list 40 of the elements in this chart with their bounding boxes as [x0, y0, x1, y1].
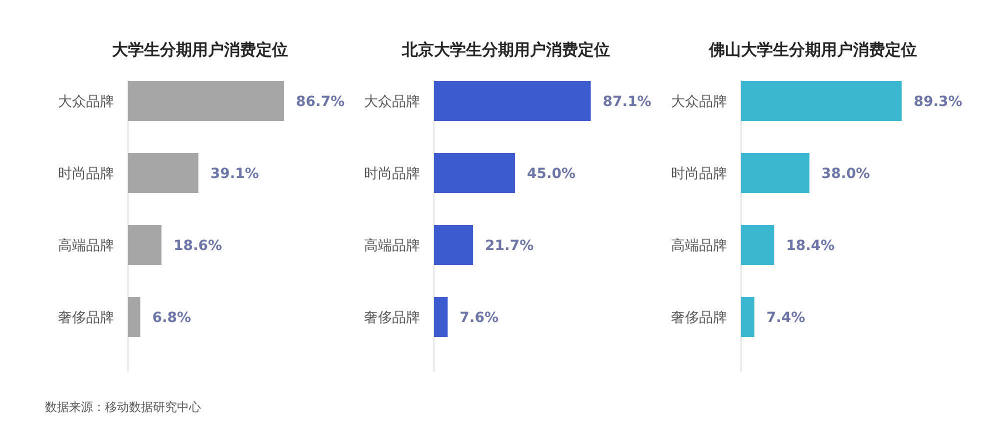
data-label: 7.6% [460, 310, 499, 326]
bar [434, 81, 591, 121]
bar [434, 153, 515, 193]
bar [128, 225, 162, 265]
chart-title: 北京大学生分期用户消费定位 [401, 40, 610, 59]
bar [741, 153, 810, 193]
y-tick-label: 时尚品牌 [58, 166, 114, 182]
data-label: 38.0% [821, 166, 870, 182]
y-tick-label: 时尚品牌 [364, 166, 420, 182]
y-tick-label: 高端品牌 [671, 238, 727, 254]
bar [434, 225, 474, 265]
y-tick-label: 时尚品牌 [671, 166, 727, 182]
bar [128, 297, 140, 337]
y-tick-label: 大众品牌 [58, 94, 114, 110]
chart-title: 大学生分期用户消费定位 [112, 40, 288, 59]
y-tick-label: 奢侈品牌 [671, 310, 727, 326]
data-label: 45.0% [527, 166, 576, 182]
y-tick-label: 奢侈品牌 [58, 310, 114, 326]
y-tick-label: 大众品牌 [671, 94, 727, 110]
data-label: 18.4% [786, 238, 835, 254]
bar [741, 225, 774, 265]
y-tick-label: 奢侈品牌 [364, 310, 420, 326]
data-label: 39.1% [210, 166, 259, 182]
bar [741, 81, 902, 121]
data-label: 18.6% [173, 238, 222, 254]
data-label: 86.7% [296, 94, 345, 110]
bar [741, 297, 754, 337]
y-tick-label: 高端品牌 [364, 238, 420, 254]
chart-title: 佛山大学生分期用户消费定位 [708, 40, 917, 59]
data-label: 87.1% [602, 94, 652, 110]
source-note: 数据来源：移动数据研究中心 [45, 400, 201, 414]
data-label: 7.4% [766, 310, 806, 326]
y-tick-label: 高端品牌 [58, 238, 114, 254]
data-label: 21.7% [485, 238, 534, 254]
data-label: 6.8% [152, 310, 192, 326]
bar [434, 297, 448, 337]
y-tick-label: 大众品牌 [364, 94, 420, 110]
bar [128, 153, 198, 193]
data-label: 89.3% [914, 94, 962, 110]
bar [128, 81, 284, 121]
